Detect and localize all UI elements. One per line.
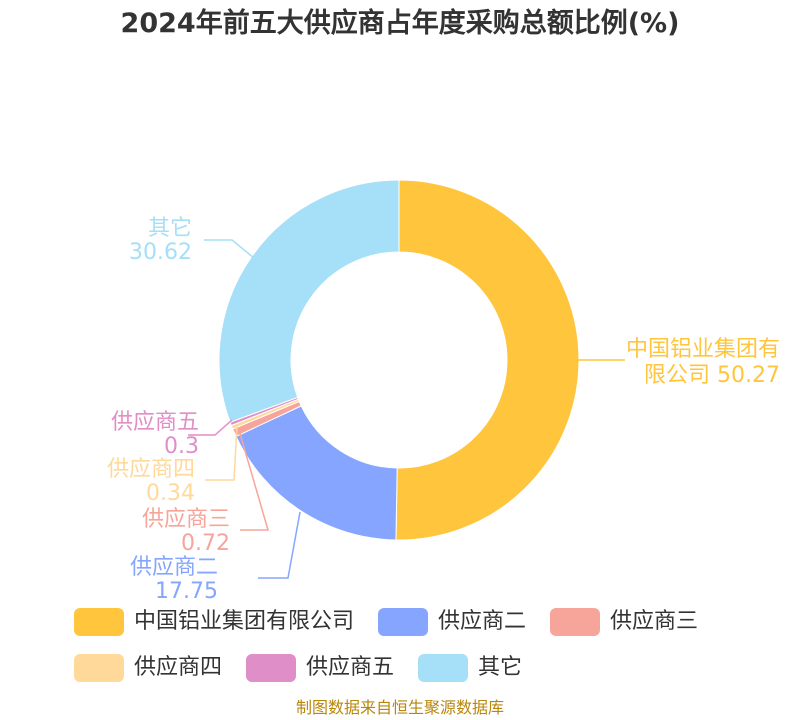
- leader-line: [188, 419, 233, 436]
- legend-swatch: [550, 608, 601, 636]
- legend-label: 供应商五: [306, 655, 395, 680]
- leader-line: [238, 429, 269, 531]
- legend-label: 供应商三: [610, 609, 699, 634]
- legend-label: 中国铝业集团有限公司: [134, 609, 355, 634]
- leader-line: [258, 511, 301, 579]
- legend-item-supplier-2[interactable]: 供应商二: [378, 608, 526, 636]
- legend-swatch: [246, 654, 297, 682]
- legend-item-supplier-3[interactable]: 供应商三: [550, 608, 698, 636]
- legend-swatch: [378, 608, 429, 636]
- legend-row: 中国铝业集团有限公司 供应商二 供应商三: [74, 608, 774, 636]
- legend-swatch: [74, 654, 124, 682]
- slice-label: 0.72: [181, 531, 230, 556]
- slice-label: 供应商三: [142, 507, 230, 532]
- donut-slice[interactable]: [235, 405, 398, 541]
- legend-item-supplier-5[interactable]: 供应商五: [246, 654, 394, 682]
- slice-label: 供应商五: [111, 410, 199, 435]
- slice-label: 0.34: [146, 481, 195, 506]
- legend-swatch: [74, 608, 124, 636]
- legend-swatch: [418, 654, 469, 682]
- slice-label: 17.75: [155, 579, 218, 604]
- legend-item-supplier-1[interactable]: 中国铝业集团有限公司: [74, 608, 354, 636]
- legend-item-supplier-4[interactable]: 供应商四: [74, 654, 222, 682]
- legend-item-other[interactable]: 其它: [418, 654, 522, 682]
- slice-label: 中国铝业集团有: [626, 337, 780, 362]
- slice-label: 供应商二: [130, 555, 218, 580]
- slice-label: 其它: [148, 216, 192, 241]
- legend-label: 供应商四: [134, 655, 223, 680]
- leader-line: [204, 239, 255, 259]
- slice-label: 0.3: [164, 434, 199, 459]
- chart-title: 2024年前五大供应商占年度采购总额比例(%): [120, 8, 680, 39]
- source-note: 制图数据来自恒生聚源数据库: [295, 698, 504, 717]
- legend-label: 其它: [478, 655, 523, 680]
- leader-line: [205, 424, 238, 481]
- legend-label: 供应商二: [438, 609, 527, 634]
- legend-row: 供应商四 供应商五 其它: [74, 654, 774, 682]
- slice-label: 供应商四: [107, 457, 195, 482]
- slice-label: 30.62: [129, 240, 192, 265]
- legend: 中国铝业集团有限公司 供应商二 供应商三 供应商四 供应商五 其它: [74, 608, 774, 700]
- donut-slice[interactable]: [218, 179, 400, 423]
- donut-slice[interactable]: [395, 179, 580, 541]
- slice-label: 限公司 50.27: [644, 363, 780, 388]
